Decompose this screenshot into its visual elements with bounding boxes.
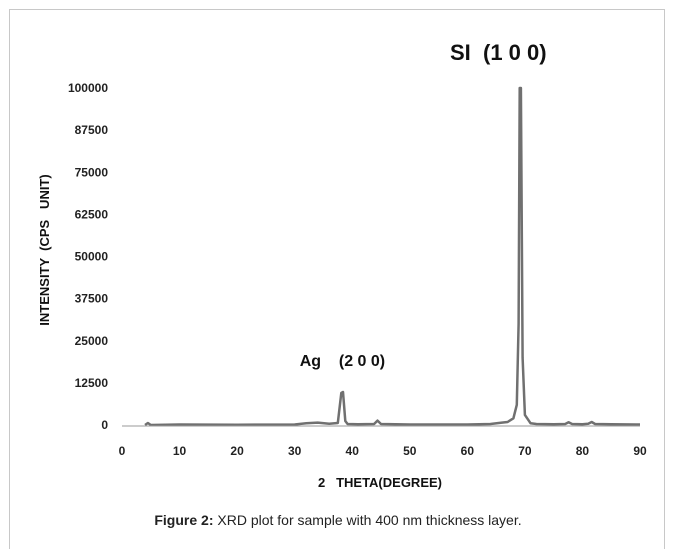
y-tick-label: 0	[101, 418, 108, 432]
x-tick-label: 30	[288, 444, 302, 458]
x-tick-label: 10	[173, 444, 187, 458]
peak-annotation: Ag (2 0 0)	[300, 353, 385, 370]
x-axis-title: 2 THETA(DEGREE)	[318, 475, 442, 490]
y-axis-ticks: 0 12500 25000 37500 50000 62500 75000 87500 1000…	[68, 81, 108, 432]
figure-frame	[9, 9, 665, 549]
peak-annotation: SI (1 0 0)	[450, 40, 547, 65]
caption-label: Figure 2:	[154, 512, 214, 528]
y-axis-title: INTENSITY (CPS UNIT)	[37, 174, 52, 325]
x-tick-label: 90	[633, 444, 647, 458]
x-tick-label: 50	[403, 444, 417, 458]
y-tick-label: 87500	[75, 123, 109, 137]
x-tick-label: 70	[518, 444, 532, 458]
x-tick-label: 60	[461, 444, 475, 458]
x-tick-label: 80	[576, 444, 590, 458]
y-tick-label: 12500	[75, 376, 109, 390]
y-tick-label: 25000	[75, 334, 109, 348]
caption-text: XRD plot for sample with 400 nm thicknes…	[213, 512, 522, 528]
y-tick-label: 37500	[75, 292, 109, 306]
x-axis-ticks: 0 10 20 30 40 50 60 70 80 90	[119, 444, 647, 458]
figure-caption: Figure 2: XRD plot for sample with 400 n…	[0, 512, 676, 528]
xrd-chart: 0125002500037500500006250075000875001000…	[37, 40, 647, 490]
y-tick-label: 50000	[75, 250, 109, 264]
y-tick-label: 62500	[75, 207, 109, 221]
peak-annotations: SI (1 0 0) Ag (2 0 0)	[300, 40, 547, 370]
series-line-xrd	[144, 86, 641, 427]
y-tick-label: 75000	[75, 165, 109, 179]
y-tick-label: 100000	[68, 81, 108, 95]
x-tick-label: 0	[119, 444, 126, 458]
x-tick-label: 20	[230, 444, 244, 458]
x-tick-label: 40	[346, 444, 360, 458]
